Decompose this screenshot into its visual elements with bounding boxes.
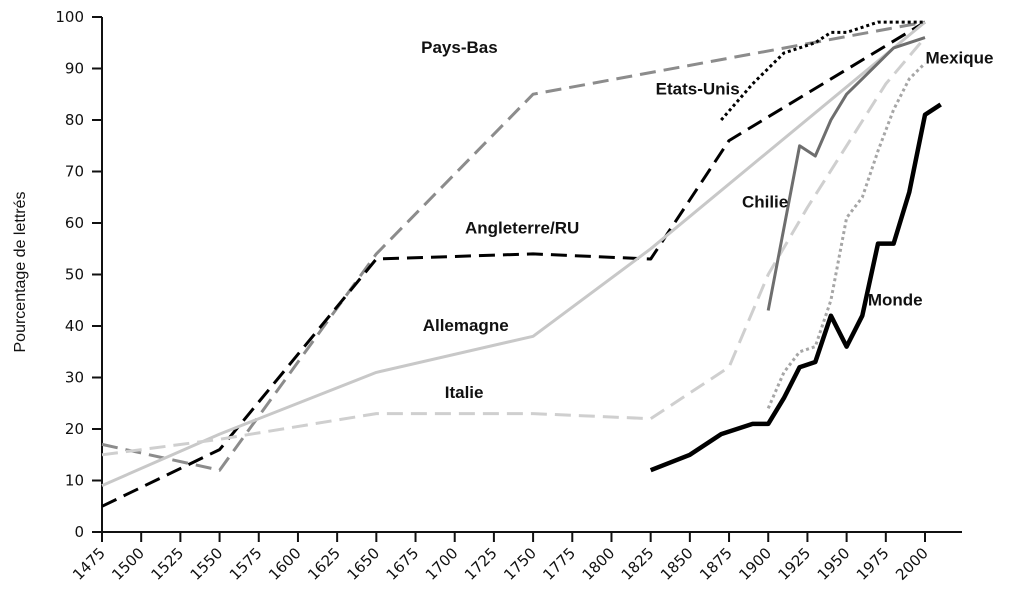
y-tick-label: 30 [65, 369, 84, 387]
x-tick-label: 1475 [69, 544, 109, 584]
x-tick-label: 1750 [500, 544, 540, 584]
series-line-pays-bas [101, 20, 926, 472]
series-label-angleterre-ru: Angleterre/RU [465, 218, 579, 237]
x-tick-label: 1825 [618, 544, 658, 584]
x-tick-label: 1725 [461, 544, 501, 584]
x-tick-label: 1650 [343, 544, 383, 584]
y-tick-label: 0 [74, 523, 84, 541]
series-labels: Pays-Bas Etats-Unis Angleterre/RU Chilie Mex… [421, 38, 993, 402]
x-tick-label: 1775 [539, 544, 579, 584]
x-tick-label: 1850 [657, 544, 697, 584]
x-tick-label: 1550 [187, 544, 227, 584]
y-tick-label: 80 [65, 111, 84, 129]
series-label-pays-bas: Pays-Bas [421, 38, 498, 57]
x-tick-label: 1900 [735, 544, 775, 584]
x-tick-label: 1525 [147, 544, 187, 584]
y-tick-label: 70 [65, 163, 84, 181]
x-tick-label: 2000 [892, 544, 932, 584]
x-tick-label: 1800 [579, 544, 619, 584]
x-tick-label: 1600 [265, 544, 305, 584]
x-tick-label: 1625 [304, 544, 344, 584]
y-tick-label: 60 [65, 214, 84, 232]
series-line-angleterre-ru [101, 20, 926, 508]
y-tick-label: 40 [65, 317, 84, 335]
series-layer [101, 20, 942, 508]
y-tick-label: 90 [65, 60, 84, 78]
x-tick-label: 1925 [775, 544, 815, 584]
series-label-italie: Italie [445, 383, 484, 402]
y-tick-label: 50 [65, 266, 84, 284]
series-line-italie [101, 36, 927, 457]
series-line-etats-unis [720, 20, 925, 121]
series-label-allemagne: Allemagne [423, 316, 509, 335]
series-label-monde: Monde [868, 290, 923, 309]
x-tick-label: 1950 [814, 544, 854, 584]
series-line-mexique [766, 62, 927, 409]
y-tick-label: 20 [65, 420, 84, 438]
series-label-etats-unis: Etats-Unis [656, 79, 740, 98]
x-tick-label: 1675 [383, 544, 423, 584]
series-label-mexique: Mexique [925, 48, 993, 67]
y-tick-label: 100 [55, 8, 84, 26]
x-tick-label: 1975 [853, 544, 893, 584]
y-axis-title: Pourcentage de lettrés [12, 192, 29, 353]
x-tick-label: 1500 [108, 544, 148, 584]
y-tick-label: 10 [65, 472, 84, 490]
series-line-chilie [766, 36, 926, 311]
axes: 0 10 20 30 40 50 60 70 80 90 100 1475 1500 1525 1550 15… [55, 8, 962, 584]
x-tick-label: 1575 [226, 544, 266, 584]
x-tick-label: 1700 [422, 544, 462, 584]
x-tick-label: 1875 [696, 544, 736, 584]
series-label-chilie: Chilie [742, 193, 788, 212]
series-line-monde [649, 102, 942, 473]
